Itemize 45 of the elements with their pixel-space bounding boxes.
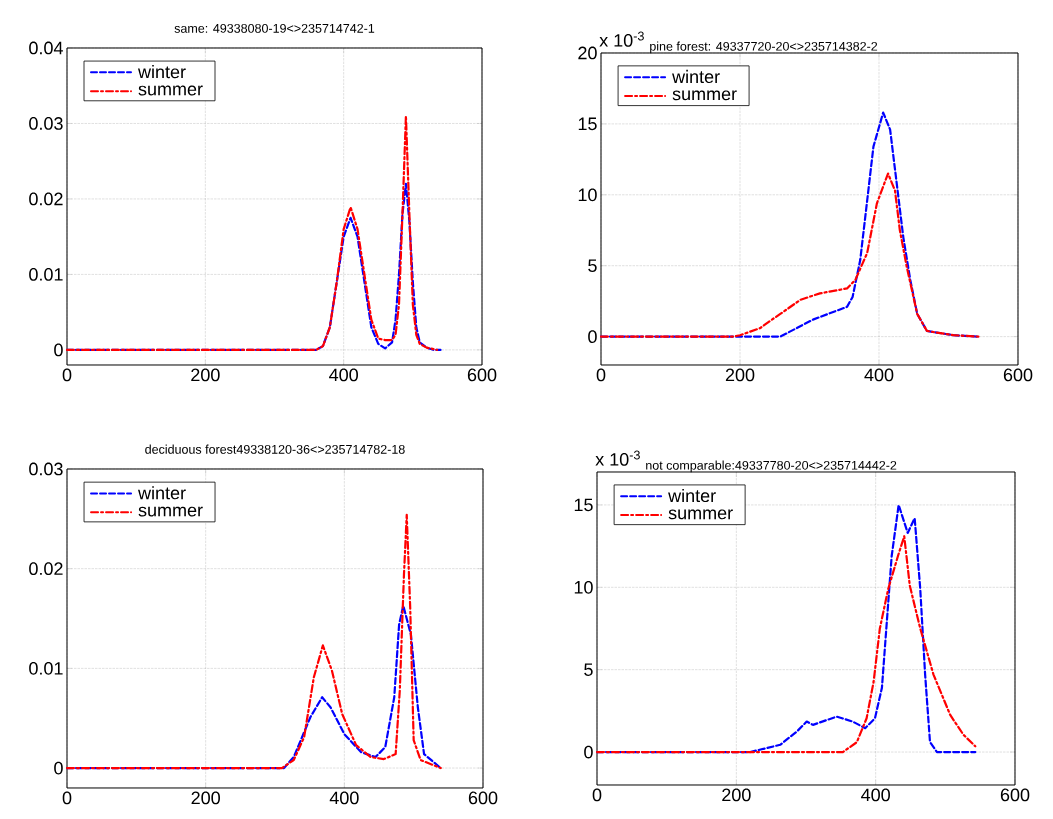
y-tick-label: 0 [588, 330, 597, 343]
chart-title: pine forest: 49337720-20<>235714382-2 [650, 41, 878, 54]
x-tick-label: 200 [191, 368, 220, 382]
legend-label: winter [668, 488, 716, 503]
y-tick-label: 0.02 [29, 562, 63, 576]
y-tick-label: 0.02 [29, 192, 63, 206]
legend-label: winter [138, 486, 186, 500]
x-tick-label: 400 [329, 791, 359, 805]
chart-title: not comparable:49337780-20<>235714442-2 [646, 460, 897, 473]
x-tick-label: 400 [864, 368, 894, 382]
x-tick-label: 600 [1000, 788, 1030, 802]
y-tick-label: 10 [578, 188, 597, 202]
x-tick-label: 400 [329, 368, 358, 382]
y-tick-label: 15 [574, 498, 593, 512]
chart-title: deciduous forest49338120-36<>235714782-18 [145, 444, 405, 454]
x-tick-label: 600 [467, 368, 497, 382]
y-tick-label: 0 [584, 745, 593, 759]
y-tick-label: 5 [588, 259, 597, 272]
y-tick-label: 0.03 [29, 117, 63, 130]
y-tick-label: 0.03 [29, 462, 63, 476]
x-tick-label: 600 [1003, 368, 1033, 382]
x-tick-label: 200 [191, 791, 220, 805]
x-tick-label: 400 [861, 788, 890, 802]
y-tick-label: 5 [584, 663, 593, 676]
legend-label: summer [668, 509, 733, 520]
y-tick-label: 10 [574, 580, 593, 594]
y-tick-label: 0 [54, 761, 63, 775]
legend-label: summer [138, 506, 203, 517]
y-tick-label: 0.01 [29, 268, 63, 281]
chart-title: same: 49338080-19<>235714742-1 [174, 23, 375, 33]
legend-label: winter [137, 65, 186, 79]
legend-label: summer [672, 90, 737, 101]
legend-label: winter [672, 69, 720, 84]
legend-label: summer [138, 85, 203, 96]
y-tick-label: 15 [578, 117, 597, 131]
y-tick-label: 0.01 [29, 661, 63, 675]
text: x 10$^{-3}$ [595, 450, 640, 466]
x-tick-label: 600 [468, 791, 498, 805]
line-series [599, 172, 980, 338]
y-tick-label: 0 [54, 343, 63, 357]
text: x 10$^{-3}$ [599, 31, 644, 47]
x-tick-label: 200 [722, 788, 751, 802]
x-tick-label: 200 [725, 368, 755, 382]
y-tick-label: 20 [578, 46, 597, 60]
y-tick-label: 0.04 [29, 41, 63, 55]
